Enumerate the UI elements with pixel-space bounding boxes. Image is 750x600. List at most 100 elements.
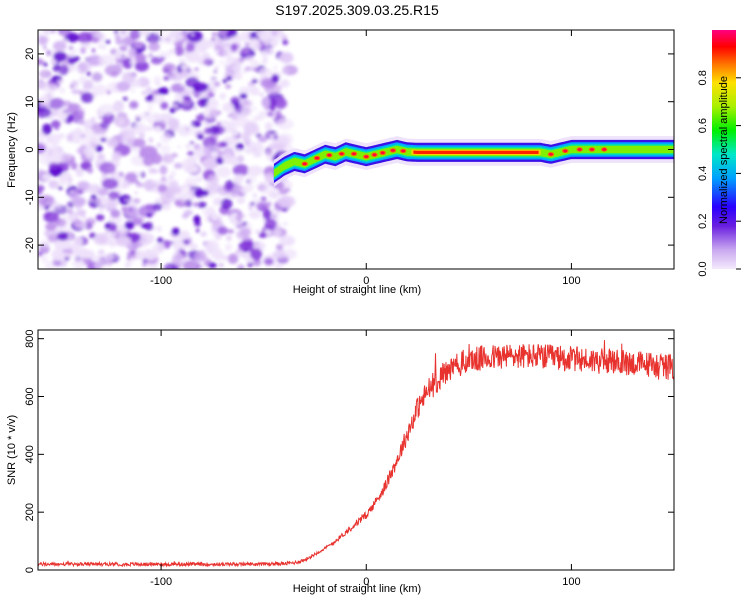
noise-blob — [46, 201, 50, 205]
spectrogram-x-label: Height of straight line (km) — [293, 284, 421, 296]
noise-blob — [180, 184, 188, 191]
noise-blob — [193, 106, 197, 110]
noise-blob — [100, 137, 107, 142]
noise-blob — [95, 214, 105, 221]
noise-blob — [215, 157, 225, 165]
spectrogram-y-tick-label: 0 — [24, 146, 36, 152]
noise-blob — [60, 60, 68, 66]
noise-blob — [148, 42, 160, 52]
noise-blob — [73, 48, 78, 53]
noise-blob — [271, 74, 280, 83]
noise-blob — [38, 131, 43, 138]
noise-blob — [171, 227, 180, 236]
noise-blob — [108, 214, 123, 226]
colorbar-label: Normalized spectral amplitude — [718, 76, 730, 224]
colorbar-tick-label: 0.0 — [697, 261, 709, 276]
noise-blob — [247, 165, 264, 176]
noise-blob — [117, 224, 127, 231]
noise-blob — [42, 83, 57, 93]
noise-blob — [275, 84, 283, 91]
noise-blob — [147, 93, 154, 100]
noise-blob — [194, 67, 199, 72]
noise-blob — [257, 111, 269, 119]
noise-blob — [222, 153, 233, 165]
noise-blob — [145, 54, 151, 59]
signal-hot-spot-core — [339, 152, 344, 156]
noise-blob — [238, 240, 255, 253]
noise-blob — [135, 182, 144, 188]
noise-blob — [77, 181, 91, 191]
snr-x-tick-label: 100 — [562, 576, 580, 588]
noise-blob — [56, 231, 69, 241]
noise-blob — [251, 79, 258, 84]
noise-blob — [277, 133, 294, 146]
noise-blob — [187, 184, 194, 189]
noise-blob — [172, 103, 178, 109]
noise-blob — [261, 96, 271, 108]
snr-y-ticks: 0 200 400 600 800 — [24, 329, 674, 573]
noise-blob — [54, 243, 62, 250]
noise-blob — [200, 231, 207, 237]
noise-blob — [142, 258, 148, 264]
noise-blob — [207, 125, 221, 135]
snr-y-label: SNR (10 * v/v) — [6, 415, 18, 485]
snr-x-ticks: -100 0 100 — [150, 330, 581, 588]
spectrogram-signal-track — [273, 136, 674, 187]
noise-blob — [65, 118, 72, 124]
noise-blob — [222, 254, 229, 261]
noise-blob — [168, 48, 176, 55]
noise-blob — [89, 232, 95, 237]
noise-blob — [252, 192, 257, 198]
noise-blob — [232, 64, 243, 73]
noise-blob — [157, 87, 169, 95]
noise-blob — [182, 196, 186, 200]
noise-blob — [119, 172, 124, 177]
noise-blob-group — [38, 30, 298, 269]
noise-blob — [132, 217, 143, 226]
noise-blob — [128, 207, 133, 212]
noise-blob — [129, 100, 139, 109]
noise-blob — [214, 44, 223, 51]
noise-blob — [272, 228, 282, 238]
colorbar-tick-label: 0.8 — [697, 70, 709, 85]
noise-blob — [91, 142, 98, 150]
noise-blob — [247, 262, 253, 268]
noise-blob — [91, 132, 109, 145]
noise-blob — [80, 249, 95, 259]
spectrogram-x-tick-label: 0 — [363, 275, 369, 287]
noise-blob — [160, 192, 176, 203]
noise-blob — [236, 251, 243, 258]
noise-blob — [115, 236, 132, 247]
noise-blob — [119, 133, 136, 146]
noise-blob — [259, 50, 268, 57]
noise-blob — [186, 31, 204, 43]
noise-blob — [266, 111, 275, 117]
noise-blob — [211, 87, 217, 93]
noise-blob — [85, 142, 93, 150]
noise-blob — [88, 198, 95, 203]
noise-blob — [144, 125, 154, 132]
noise-blob — [151, 153, 163, 165]
noise-blob — [69, 51, 75, 58]
noise-blob — [275, 97, 287, 108]
noise-blob — [158, 35, 166, 44]
noise-blob — [153, 30, 168, 36]
noise-blob — [256, 201, 271, 211]
spectrogram-y-ticks: -20 -10 0 10 20 — [24, 48, 674, 253]
noise-blob — [223, 36, 229, 41]
noise-blob — [121, 179, 131, 188]
noise-blob — [110, 209, 121, 218]
noise-blob — [160, 101, 169, 110]
noise-blob — [265, 132, 272, 137]
noise-blob — [284, 187, 291, 193]
noise-blob — [119, 30, 126, 35]
noise-blob — [58, 64, 69, 76]
noise-blob — [157, 184, 168, 192]
noise-blob — [243, 123, 260, 135]
noise-blob — [47, 235, 58, 243]
noise-blob — [38, 169, 44, 175]
noise-blob — [180, 64, 189, 71]
noise-blob — [214, 252, 224, 262]
colorbar-gradient — [712, 30, 736, 269]
